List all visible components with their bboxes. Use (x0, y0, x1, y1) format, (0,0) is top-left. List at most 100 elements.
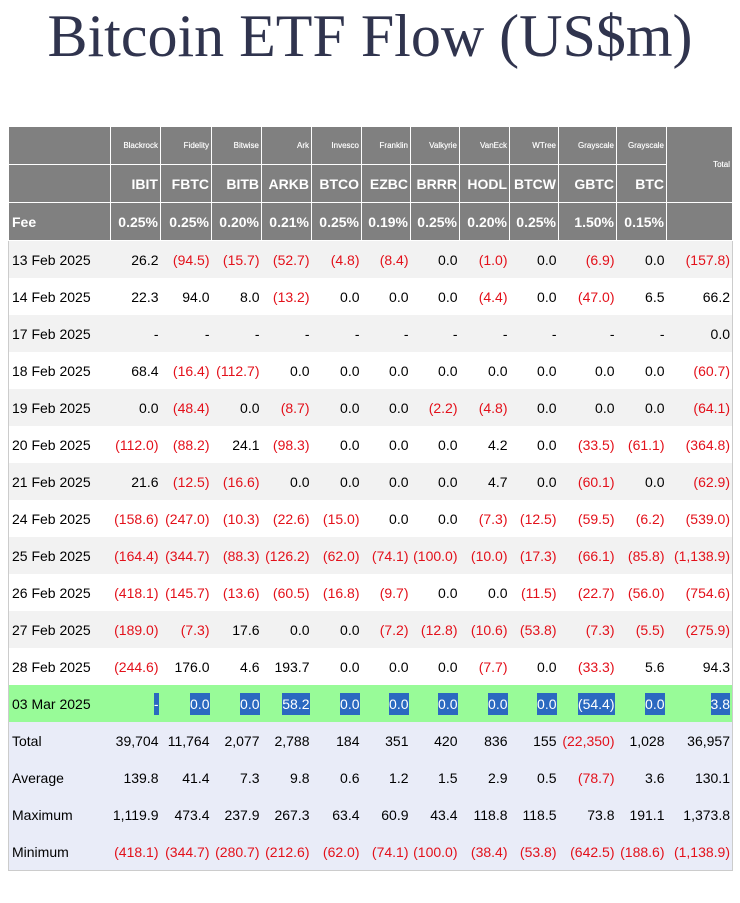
flow-cell: (22.6) (261, 500, 312, 537)
etf-flow-table: Blackrock Fidelity Bitwise Ark Invesco Frankl… (8, 126, 733, 871)
flow-cell: 0.5 (509, 759, 559, 796)
date-row: 18 Feb 2025 68.4 (16.4) (112.7) 0.0 0.0 0.0 0.0… (8, 352, 733, 389)
flow-cell: 60.9 (361, 796, 411, 833)
flow-cell: (112.0) (110, 426, 161, 463)
flow-cell: 8.0 (211, 278, 262, 315)
flow-cell: 0.0 (211, 685, 262, 722)
flow-value: 22.3 (131, 288, 159, 305)
flow-value: (13.6) (222, 584, 260, 601)
flow-cell: (6.2) (616, 500, 667, 537)
flow-cell: 0.0 (311, 352, 362, 389)
issuer-name: Ark (261, 126, 312, 165)
flow-cell: (7.3) (459, 500, 510, 537)
flow-cell: (59.5) (558, 500, 617, 537)
flow-value: (164.4) (114, 547, 159, 564)
flow-value: 0.0 (645, 399, 665, 416)
flow-value: (244.6) (114, 658, 159, 675)
flow-value: (7.2) (379, 621, 409, 638)
flow-value: 1.2 (389, 769, 409, 786)
flow-cell: (1,138.9) (666, 833, 733, 871)
flow-value: (418.1) (114, 584, 159, 601)
flow-value: (8.4) (379, 251, 409, 268)
fee-value: 0.15% (616, 202, 667, 241)
flow-cell: 0.0 (311, 278, 362, 315)
flow-cell: 1.2 (361, 759, 411, 796)
flow-cell: (66.1) (558, 537, 617, 574)
flow-value: (60.5) (272, 584, 310, 601)
flow-cell: (38.4) (459, 833, 510, 871)
flow-value: (145.7) (165, 584, 210, 601)
flow-value: 139.8 (123, 769, 159, 786)
fee-value: 0.21% (261, 202, 312, 241)
flow-cell: 0.0 (410, 574, 460, 611)
flow-cell: (418.1) (110, 574, 161, 611)
flow-value: 0.0 (537, 362, 557, 379)
flow-cell: 43.4 (410, 796, 460, 833)
issuer-name: Blackrock (110, 126, 161, 165)
flow-value: (22.6) (272, 510, 310, 527)
flow-value: (64.1) (693, 399, 730, 416)
date-row: 17 Feb 2025 - - - - - - - - - - - 0.0 (8, 315, 733, 352)
flow-cell: 0.0 (110, 389, 161, 426)
flow-value: 0.0 (438, 473, 458, 490)
flow-value: (47.0) (577, 288, 615, 305)
flow-value: (100.0) (413, 547, 458, 564)
flow-cell: (5.5) (616, 611, 667, 648)
flow-value: 0.0 (438, 362, 458, 379)
flow-value: 66.2 (702, 288, 730, 305)
flow-cell: - (410, 315, 460, 352)
flow-cell: 0.0 (410, 648, 460, 685)
flow-cell: (12.8) (410, 611, 460, 648)
flow-cell: 0.0 (311, 648, 362, 685)
flow-value: (60.1) (577, 473, 615, 490)
flow-value: 0.0 (290, 621, 310, 638)
flow-cell: (15.7) (211, 240, 262, 278)
flow-value: - (659, 325, 665, 342)
flow-cell: 420 (410, 722, 460, 759)
flow-cell: - (261, 315, 312, 352)
flow-value: 176.0 (174, 658, 210, 675)
flow-cell: (344.7) (160, 833, 212, 871)
flow-cell: 473.4 (160, 796, 212, 833)
flow-cell: (62.0) (311, 833, 362, 871)
flow-value: 0.0 (290, 362, 310, 379)
flow-value: 9.8 (290, 769, 310, 786)
flow-cell: 139.8 (110, 759, 161, 796)
flow-value: (48.4) (172, 399, 210, 416)
page-title: Bitcoin ETF Flow (US$m) (47, 3, 693, 69)
flow-value: 191.1 (629, 806, 665, 823)
fee-value: 0.25% (160, 202, 212, 241)
flow-value: 0.0 (389, 399, 409, 416)
flow-value: 0.0 (240, 692, 260, 715)
row-label: 19 Feb 2025 (8, 389, 111, 426)
flow-value: 0.0 (537, 692, 557, 715)
flow-cell: (189.0) (110, 611, 161, 648)
flow-cell: 0.0 (361, 426, 411, 463)
flow-value: (344.7) (165, 843, 210, 860)
flow-value: 17.6 (232, 621, 260, 638)
flow-cell: 0.0 (361, 500, 411, 537)
flow-value: (4.8) (478, 399, 508, 416)
flow-value: (2.2) (428, 399, 458, 416)
summary-row: Average 139.8 41.4 7.3 9.8 0.6 1.2 1.5 2.9 0.5 (78… (8, 759, 733, 796)
flow-cell: (60.5) (261, 574, 312, 611)
row-label: 03 Mar 2025 (8, 685, 111, 722)
flow-cell: 0.0 (361, 648, 411, 685)
flow-cell: (16.8) (311, 574, 362, 611)
flow-value: 0.0 (340, 362, 360, 379)
flow-cell: 0.0 (459, 352, 510, 389)
flow-value: (7.3) (585, 621, 615, 638)
flow-cell: - (558, 315, 617, 352)
flow-cell: 58.2 (261, 685, 312, 722)
date-row: 24 Feb 2025 (158.6) (247.0) (10.3) (22.6) (15… (8, 500, 733, 537)
flow-cell: (94.5) (160, 240, 212, 278)
row-label: 25 Feb 2025 (8, 537, 111, 574)
flow-value: (6.9) (585, 251, 615, 268)
flow-value: (12.5) (519, 510, 557, 527)
flow-cell: (16.6) (211, 463, 262, 500)
flow-cell: - (459, 315, 510, 352)
flow-cell: (88.3) (211, 537, 262, 574)
flow-cell: 0.0 (509, 648, 559, 685)
flow-cell: 39,704 (110, 722, 161, 759)
flow-value: 0.0 (595, 399, 615, 416)
